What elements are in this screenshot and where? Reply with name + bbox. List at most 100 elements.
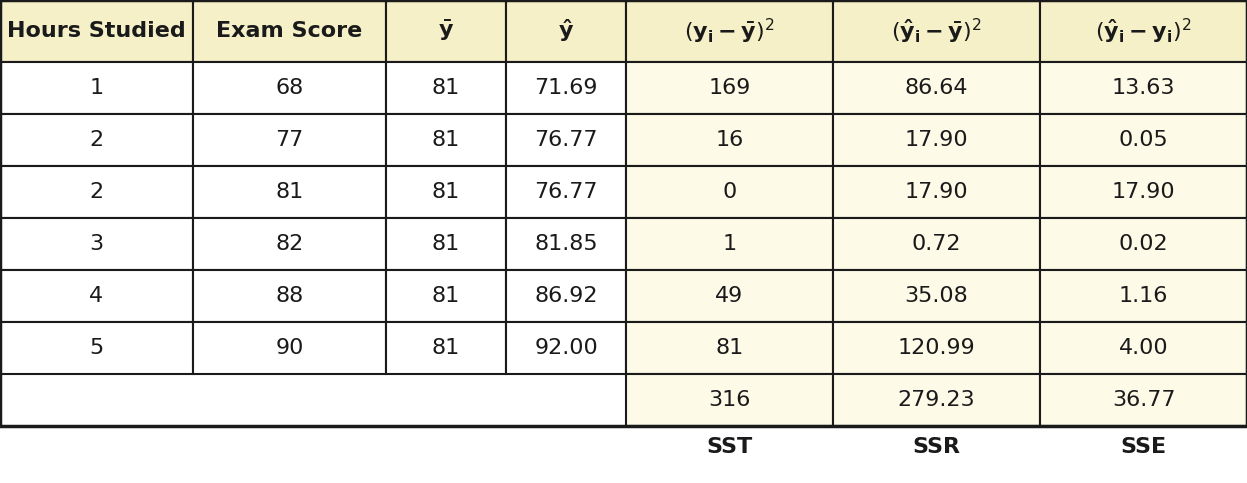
Bar: [387, 114, 506, 166]
Bar: [626, 270, 833, 322]
Bar: [193, 0, 387, 62]
Text: 88: 88: [276, 286, 303, 306]
Bar: [626, 166, 833, 218]
Bar: [1040, 62, 1247, 114]
Bar: [626, 0, 833, 62]
Text: 76.77: 76.77: [534, 130, 597, 150]
Bar: [833, 62, 1040, 114]
Text: 90: 90: [276, 338, 304, 358]
Bar: [0, 218, 193, 270]
Bar: [833, 374, 1040, 426]
Text: 81: 81: [276, 182, 303, 202]
Text: 3: 3: [90, 234, 104, 254]
Bar: [387, 322, 506, 374]
Text: 17.90: 17.90: [904, 182, 969, 202]
Text: 279.23: 279.23: [898, 390, 975, 410]
Text: 16: 16: [716, 130, 743, 150]
Bar: [833, 114, 1040, 166]
Text: $(\mathbf{y_i - \bar{y}})^2$: $(\mathbf{y_i - \bar{y}})^2$: [685, 16, 774, 45]
Text: 4: 4: [90, 286, 104, 306]
Text: SSE: SSE: [1121, 437, 1166, 457]
Bar: [387, 62, 506, 114]
Bar: [626, 62, 833, 114]
Bar: [193, 62, 387, 114]
Bar: [0, 0, 1247, 426]
Text: 81: 81: [431, 182, 460, 202]
Text: 17.90: 17.90: [1111, 182, 1176, 202]
Bar: [833, 0, 1040, 62]
Text: 0.72: 0.72: [912, 234, 961, 254]
Bar: [1040, 114, 1247, 166]
Text: Hours Studied: Hours Studied: [7, 21, 186, 41]
Text: 4.00: 4.00: [1119, 338, 1168, 358]
Text: SSR: SSR: [913, 437, 960, 457]
Bar: [0, 0, 193, 62]
Bar: [193, 114, 387, 166]
Bar: [1040, 0, 1247, 62]
Text: 0.02: 0.02: [1119, 234, 1168, 254]
Text: 86.92: 86.92: [534, 286, 597, 306]
Bar: [626, 114, 833, 166]
Text: $\mathbf{\bar{y}}$: $\mathbf{\bar{y}}$: [438, 19, 454, 43]
Bar: [833, 166, 1040, 218]
Bar: [506, 322, 626, 374]
Bar: [0, 270, 193, 322]
Bar: [833, 270, 1040, 322]
Bar: [626, 322, 833, 374]
Bar: [0, 62, 193, 114]
Bar: [0, 322, 193, 374]
Text: 2: 2: [90, 130, 104, 150]
Bar: [506, 166, 626, 218]
Bar: [387, 270, 506, 322]
Bar: [506, 218, 626, 270]
Text: 13.63: 13.63: [1112, 78, 1175, 98]
Text: 81: 81: [431, 234, 460, 254]
Bar: [193, 270, 387, 322]
Text: 68: 68: [276, 78, 303, 98]
Bar: [193, 166, 387, 218]
Bar: [506, 62, 626, 114]
Text: 169: 169: [708, 78, 751, 98]
Text: $(\mathbf{\hat{y}_i - y_i})^2$: $(\mathbf{\hat{y}_i - y_i})^2$: [1095, 16, 1192, 45]
Text: 71.69: 71.69: [534, 78, 597, 98]
Text: 49: 49: [716, 286, 743, 306]
Bar: [387, 0, 506, 62]
Bar: [833, 218, 1040, 270]
Text: 1.16: 1.16: [1119, 286, 1168, 306]
Text: 82: 82: [276, 234, 303, 254]
Text: 1: 1: [90, 78, 104, 98]
Bar: [626, 218, 833, 270]
Bar: [387, 166, 506, 218]
Bar: [833, 322, 1040, 374]
Text: 17.90: 17.90: [904, 130, 969, 150]
Text: 0: 0: [722, 182, 737, 202]
Bar: [506, 0, 626, 62]
Text: 77: 77: [276, 130, 303, 150]
Bar: [193, 218, 387, 270]
Bar: [387, 218, 506, 270]
Text: $(\mathbf{\hat{y}_i - \bar{y}})^2$: $(\mathbf{\hat{y}_i - \bar{y}})^2$: [892, 16, 981, 45]
Text: SST: SST: [706, 437, 753, 457]
Bar: [1040, 166, 1247, 218]
Bar: [506, 270, 626, 322]
Text: 81: 81: [431, 130, 460, 150]
Bar: [1040, 322, 1247, 374]
Text: Exam Score: Exam Score: [217, 21, 363, 41]
Text: 2: 2: [90, 182, 104, 202]
Text: 5: 5: [90, 338, 104, 358]
Text: 0.05: 0.05: [1119, 130, 1168, 150]
Text: 35.08: 35.08: [904, 286, 969, 306]
Text: 36.77: 36.77: [1112, 390, 1175, 410]
Text: 120.99: 120.99: [898, 338, 975, 358]
Text: 81.85: 81.85: [534, 234, 597, 254]
Text: 1: 1: [722, 234, 737, 254]
Text: $\mathbf{\hat{y}}$: $\mathbf{\hat{y}}$: [557, 17, 574, 44]
Text: 92.00: 92.00: [534, 338, 597, 358]
Bar: [0, 114, 193, 166]
Bar: [1040, 270, 1247, 322]
Text: 76.77: 76.77: [534, 182, 597, 202]
Text: 81: 81: [431, 338, 460, 358]
Bar: [1040, 374, 1247, 426]
Bar: [0, 166, 193, 218]
Bar: [626, 374, 833, 426]
